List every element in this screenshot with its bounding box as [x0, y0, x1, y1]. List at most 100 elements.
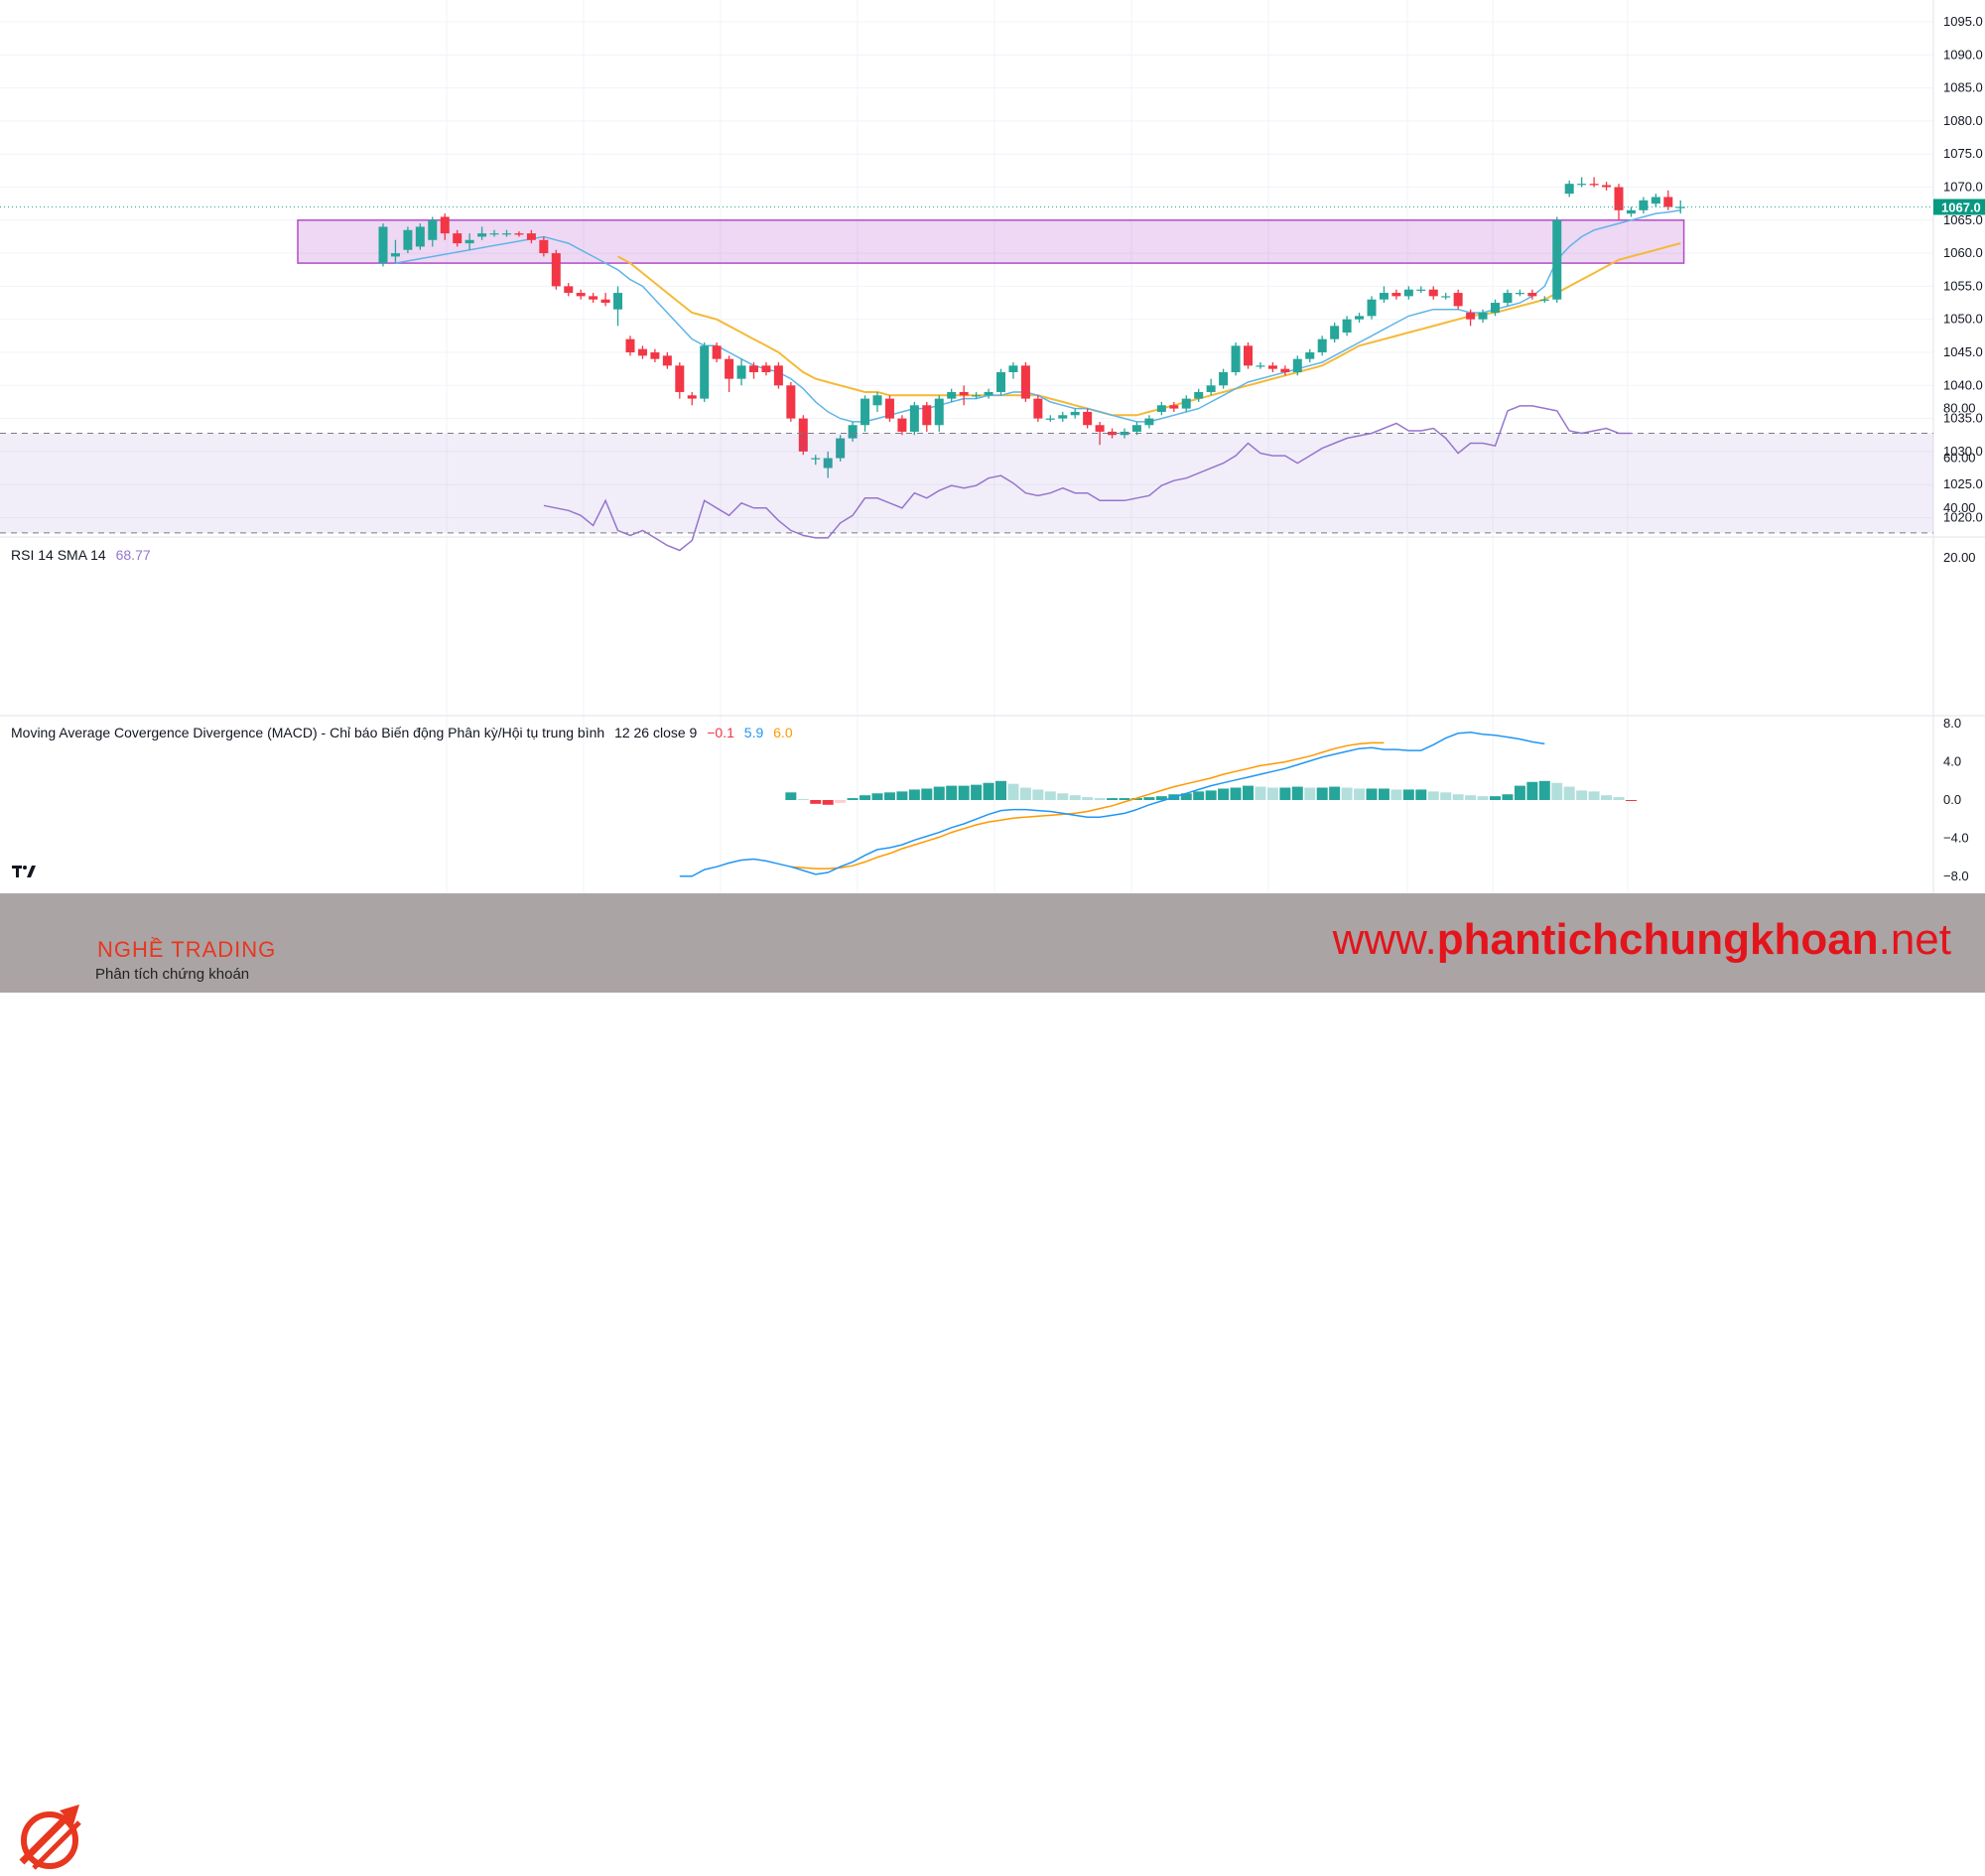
candle-body: [1144, 418, 1154, 426]
candlestick: [860, 395, 870, 432]
candlestick: [725, 355, 734, 392]
candlestick: [786, 381, 796, 422]
candle-body: [1639, 200, 1649, 210]
candlestick: [1231, 342, 1241, 376]
candlestick: [1008, 361, 1018, 379]
candlestick: [403, 226, 413, 254]
candlestick: [897, 415, 907, 436]
moving-average-fast-line: [395, 209, 1681, 423]
macd-histogram-bar: [1218, 788, 1230, 800]
candle-body: [836, 438, 846, 459]
macd-histogram-bar: [860, 795, 871, 800]
candle-body: [1466, 313, 1476, 320]
candle-body: [1428, 289, 1438, 297]
candle-body: [1391, 293, 1401, 297]
candlestick: [1478, 309, 1488, 324]
rsi-band: [0, 433, 1933, 533]
macd-histogram-bar: [1601, 795, 1613, 800]
candlestick: [823, 451, 833, 478]
macd-histogram-bar: [1094, 798, 1106, 800]
candle-body: [972, 395, 982, 397]
macd-tick-label: 0.0: [1943, 792, 1961, 807]
candlestick: [1552, 216, 1562, 304]
candle-body: [1577, 184, 1587, 186]
macd-histogram-bar: [1069, 795, 1081, 800]
website-main: phantichchungkhoan: [1436, 915, 1879, 964]
candle-body: [1416, 289, 1426, 291]
candlestick: [1330, 323, 1340, 343]
candlestick: [1367, 296, 1377, 320]
macd-histogram-bar: [1230, 787, 1242, 800]
macd-histogram-bar: [995, 780, 1006, 800]
candlestick: [700, 342, 710, 402]
candlestick: [712, 342, 722, 362]
brand-logo-icon: [19, 1805, 81, 1870]
price-tick-label: 1030.0: [1943, 444, 1983, 459]
tradingview-logo-icon[interactable]: [10, 860, 42, 883]
candle-body: [687, 395, 697, 399]
candle-body: [1441, 296, 1451, 298]
candlestick: [749, 361, 758, 379]
candle-body: [934, 398, 944, 426]
macd-histogram-bar: [1291, 786, 1303, 800]
candle-body: [564, 286, 574, 294]
candle-body: [1564, 184, 1574, 195]
candlestick: [1379, 286, 1389, 304]
candle-body: [551, 253, 561, 287]
candlestick: [1305, 348, 1315, 362]
macd-histogram-bar: [1588, 791, 1600, 800]
candle-body: [1256, 365, 1265, 367]
macd-histogram-bar: [1502, 794, 1514, 800]
price-tick-label: 1060.0: [1943, 245, 1983, 260]
price-tick-label: 1085.0: [1943, 80, 1983, 95]
macd-histogram-bar: [1329, 786, 1341, 800]
price-zone-rectangle: [297, 219, 1685, 264]
candle-body: [1626, 209, 1636, 214]
candle-body: [884, 398, 894, 419]
candlestick: [1033, 395, 1043, 422]
candlestick: [1280, 365, 1290, 376]
website-url[interactable]: www.phantichchungkhoan.net: [1333, 915, 1951, 965]
trading-chart[interactable]: 1020.0 1025.0 1030.0 1035.0 1040.0 1045.0 1050…: [0, 0, 1985, 893]
candle-body: [650, 352, 660, 359]
macd-histogram-bar: [1119, 798, 1130, 800]
candlestick: [1515, 289, 1524, 297]
candlestick: [959, 385, 969, 406]
candle-body: [1503, 293, 1513, 304]
candlestick: [464, 233, 474, 250]
macd-tick-label: 4.0: [1943, 754, 1961, 769]
macd-histogram-bar: [908, 789, 920, 800]
candlestick: [1626, 206, 1636, 217]
candle-body: [749, 365, 758, 372]
macd-histogram-bar: [871, 793, 883, 800]
candlestick: [922, 401, 932, 432]
candle-body: [984, 391, 993, 396]
candle-body: [576, 293, 586, 297]
candle-body: [428, 219, 438, 240]
candle-body: [848, 425, 858, 439]
candle-body: [514, 233, 524, 235]
candle-body: [1539, 299, 1549, 301]
candle-body: [1280, 368, 1290, 372]
candlestick: [1639, 197, 1649, 214]
candle-body: [700, 345, 710, 399]
candlestick: [1292, 355, 1302, 376]
macd-histogram-bar: [1465, 795, 1477, 800]
candlestick: [1614, 184, 1624, 220]
candlestick: [440, 213, 450, 240]
candle-body: [860, 398, 870, 426]
candlestick: [564, 283, 574, 297]
price-tick-label: 1080.0: [1943, 113, 1983, 128]
candlestick: [984, 388, 993, 399]
candle-body: [736, 365, 746, 379]
candle-body: [1131, 425, 1141, 432]
candle-body: [1083, 411, 1093, 426]
macd-histogram-bar: [1243, 785, 1254, 800]
candlestick: [613, 286, 623, 327]
candle-body: [662, 355, 672, 366]
candle-body: [1008, 365, 1018, 372]
price-tick-label: 1045.0: [1943, 344, 1983, 359]
candle-body: [897, 418, 907, 432]
candle-body: [1355, 316, 1365, 320]
candle-body: [909, 405, 919, 432]
